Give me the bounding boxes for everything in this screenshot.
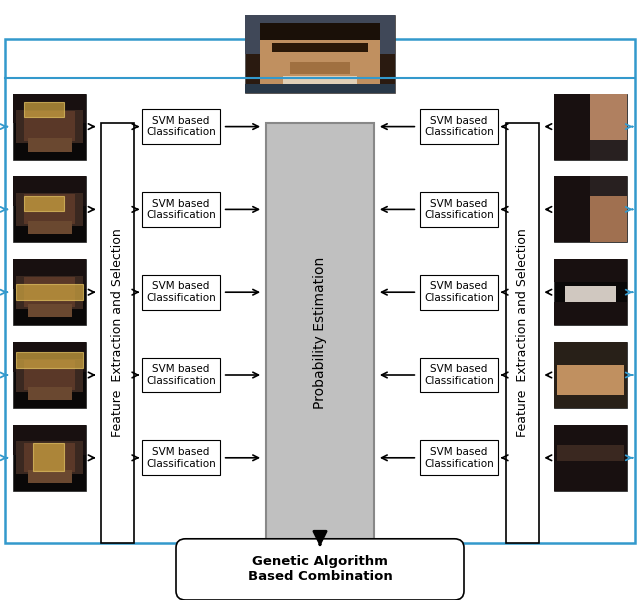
Text: SVM based
Classification: SVM based Classification: [147, 199, 216, 220]
Bar: [33, 443, 65, 471]
Text: Genetic Algorithm
Based Combination: Genetic Algorithm Based Combination: [248, 556, 392, 583]
Bar: [290, 62, 350, 73]
Bar: [13, 259, 86, 325]
Text: SVM based
Classification: SVM based Classification: [147, 447, 216, 469]
Bar: [142, 358, 220, 392]
Bar: [142, 109, 220, 144]
Bar: [17, 358, 83, 391]
Bar: [24, 360, 76, 389]
Bar: [564, 286, 616, 302]
Text: SVM based
Classification: SVM based Classification: [424, 199, 493, 220]
Bar: [266, 123, 374, 543]
Text: SVM based
Classification: SVM based Classification: [424, 364, 493, 386]
Bar: [24, 102, 65, 116]
Text: SVM based
Classification: SVM based Classification: [147, 364, 216, 386]
Bar: [24, 196, 65, 211]
Bar: [17, 284, 83, 300]
Bar: [557, 355, 623, 395]
Bar: [557, 445, 623, 461]
Bar: [24, 112, 76, 141]
Bar: [13, 425, 86, 455]
Bar: [272, 43, 368, 52]
Bar: [17, 110, 83, 143]
Text: SVM based
Classification: SVM based Classification: [424, 116, 493, 137]
Text: Feature  Extraction and Selection: Feature Extraction and Selection: [111, 229, 124, 437]
Bar: [260, 23, 380, 40]
Bar: [245, 15, 395, 54]
Bar: [13, 342, 86, 371]
Bar: [13, 425, 86, 491]
Bar: [17, 352, 83, 368]
Bar: [28, 221, 72, 235]
Bar: [142, 275, 220, 310]
Bar: [420, 109, 498, 144]
Bar: [142, 192, 220, 227]
Bar: [101, 123, 134, 543]
Bar: [24, 443, 76, 472]
Bar: [506, 123, 539, 543]
Bar: [420, 192, 498, 227]
Bar: [590, 176, 627, 196]
Bar: [554, 425, 627, 491]
Bar: [554, 259, 627, 282]
Bar: [554, 176, 590, 242]
Bar: [245, 83, 395, 93]
Bar: [554, 425, 627, 491]
Bar: [142, 440, 220, 475]
Bar: [13, 176, 86, 206]
Text: SVM based
Classification: SVM based Classification: [424, 281, 493, 303]
FancyBboxPatch shape: [176, 539, 464, 600]
Bar: [17, 193, 83, 226]
Bar: [590, 94, 627, 160]
Bar: [13, 94, 86, 160]
Text: SVM based
Classification: SVM based Classification: [424, 447, 493, 469]
Bar: [24, 277, 76, 307]
Bar: [13, 176, 86, 242]
Bar: [554, 94, 627, 160]
Bar: [420, 358, 498, 392]
Text: Probability Estimation: Probability Estimation: [313, 257, 327, 409]
Bar: [554, 342, 627, 408]
Bar: [17, 442, 83, 474]
Bar: [420, 440, 498, 475]
Bar: [590, 176, 627, 242]
Bar: [24, 194, 76, 224]
Bar: [557, 352, 623, 365]
Bar: [17, 275, 83, 308]
Bar: [554, 259, 627, 325]
Bar: [420, 275, 498, 310]
Bar: [554, 176, 627, 242]
Bar: [245, 15, 395, 93]
Bar: [28, 304, 72, 317]
Bar: [28, 139, 72, 152]
Text: SVM based
Classification: SVM based Classification: [147, 116, 216, 137]
Bar: [13, 342, 86, 408]
Bar: [554, 94, 590, 160]
Bar: [283, 76, 357, 87]
Bar: [554, 302, 627, 325]
Bar: [13, 94, 86, 124]
Bar: [13, 259, 86, 289]
Bar: [590, 140, 627, 160]
Bar: [28, 470, 72, 483]
Text: SVM based
Classification: SVM based Classification: [147, 281, 216, 303]
Bar: [5, 39, 635, 543]
Text: Feature  Extraction and Selection: Feature Extraction and Selection: [516, 229, 529, 437]
Bar: [260, 28, 380, 87]
Bar: [28, 387, 72, 400]
Bar: [554, 342, 627, 408]
